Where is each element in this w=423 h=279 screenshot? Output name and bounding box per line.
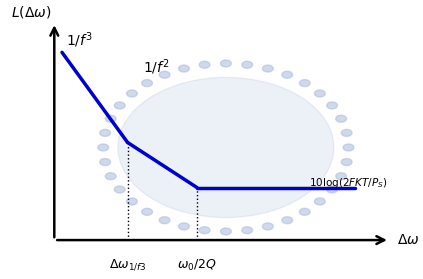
- Circle shape: [100, 129, 110, 136]
- Text: $1/f^2$: $1/f^2$: [143, 58, 170, 77]
- Circle shape: [327, 186, 338, 193]
- Circle shape: [299, 80, 310, 86]
- Circle shape: [179, 65, 190, 72]
- Circle shape: [343, 144, 354, 151]
- Circle shape: [282, 71, 293, 78]
- Circle shape: [282, 217, 293, 224]
- Text: $10\mathrm{log}(2FKT/P_S)$: $10\mathrm{log}(2FKT/P_S)$: [309, 175, 387, 189]
- Text: $1/f^3$: $1/f^3$: [66, 30, 93, 50]
- Circle shape: [199, 227, 210, 234]
- Circle shape: [114, 102, 125, 109]
- Text: $\Delta\omega_{1/f3}$: $\Delta\omega_{1/f3}$: [109, 258, 146, 272]
- Circle shape: [336, 173, 346, 180]
- Circle shape: [142, 80, 152, 86]
- Circle shape: [262, 65, 273, 72]
- Circle shape: [242, 227, 253, 234]
- Circle shape: [242, 61, 253, 68]
- Circle shape: [199, 61, 210, 68]
- Circle shape: [159, 71, 170, 78]
- Text: $\omega_0/2Q$: $\omega_0/2Q$: [177, 258, 217, 273]
- Circle shape: [105, 173, 116, 180]
- Text: $\Delta\omega$: $\Delta\omega$: [398, 233, 420, 247]
- Circle shape: [179, 223, 190, 230]
- Circle shape: [105, 115, 116, 122]
- Circle shape: [100, 158, 110, 165]
- Circle shape: [98, 144, 109, 151]
- Circle shape: [159, 217, 170, 224]
- Circle shape: [327, 102, 338, 109]
- Circle shape: [262, 223, 273, 230]
- Circle shape: [299, 208, 310, 215]
- Circle shape: [118, 77, 334, 218]
- Circle shape: [114, 186, 125, 193]
- Circle shape: [336, 115, 346, 122]
- Circle shape: [220, 60, 231, 67]
- Circle shape: [341, 158, 352, 165]
- Text: $L(\Delta\omega)$: $L(\Delta\omega)$: [11, 4, 51, 20]
- Circle shape: [314, 90, 325, 97]
- Circle shape: [126, 198, 137, 205]
- Circle shape: [341, 129, 352, 136]
- Circle shape: [126, 90, 137, 97]
- Circle shape: [220, 228, 231, 235]
- Circle shape: [314, 198, 325, 205]
- Circle shape: [142, 208, 152, 215]
